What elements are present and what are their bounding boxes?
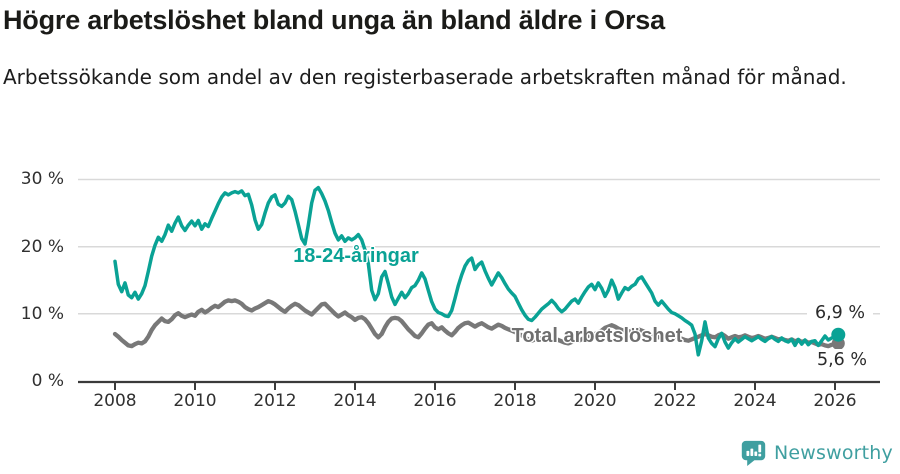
series-end-dot-0: [831, 327, 846, 342]
x-axis-label-2016: 2016: [413, 391, 457, 411]
x-axis-label-2008: 2008: [93, 391, 137, 411]
x-axis-label-2018: 2018: [493, 391, 537, 411]
series-label-total: Total arbetslöshet: [511, 325, 683, 347]
y-axis-label-30: 30 %: [20, 169, 64, 190]
newsworthy-logo-icon: [741, 440, 766, 467]
x-axis-label-2020: 2020: [573, 391, 617, 411]
series-line-1: [112, 298, 841, 349]
logo-bubble: [741, 440, 766, 467]
logo-bars: [746, 444, 762, 457]
x-axis-label-2026: 2026: [813, 391, 857, 411]
end-value-label-total: 5,6 %: [809, 349, 875, 371]
x-axis-label-2012: 2012: [253, 391, 297, 411]
x-axis-label-2024: 2024: [733, 391, 777, 411]
newsworthy-logo[interactable]: Newsworthy: [740, 439, 893, 467]
end-value-label-youth: 6,9 %: [807, 302, 873, 324]
series-line-0: [113, 185, 841, 357]
y-axis-label-10: 10 %: [20, 303, 64, 324]
x-axis-label-2010: 2010: [173, 391, 217, 411]
brand-name: Newsworthy: [773, 442, 893, 464]
chart-subtitle: Arbetssökande som andel av den registerb…: [3, 65, 847, 89]
y-axis-label-0: 0 %: [31, 371, 64, 391]
x-axis-label-2022: 2022: [653, 391, 697, 411]
x-axis-label-2014: 2014: [333, 391, 377, 411]
series-label-youth: 18-24-åringar: [293, 245, 419, 267]
page-title: Högre arbetslöshet bland unga än bland ä…: [3, 5, 665, 35]
y-axis-label-20: 20 %: [20, 236, 64, 257]
